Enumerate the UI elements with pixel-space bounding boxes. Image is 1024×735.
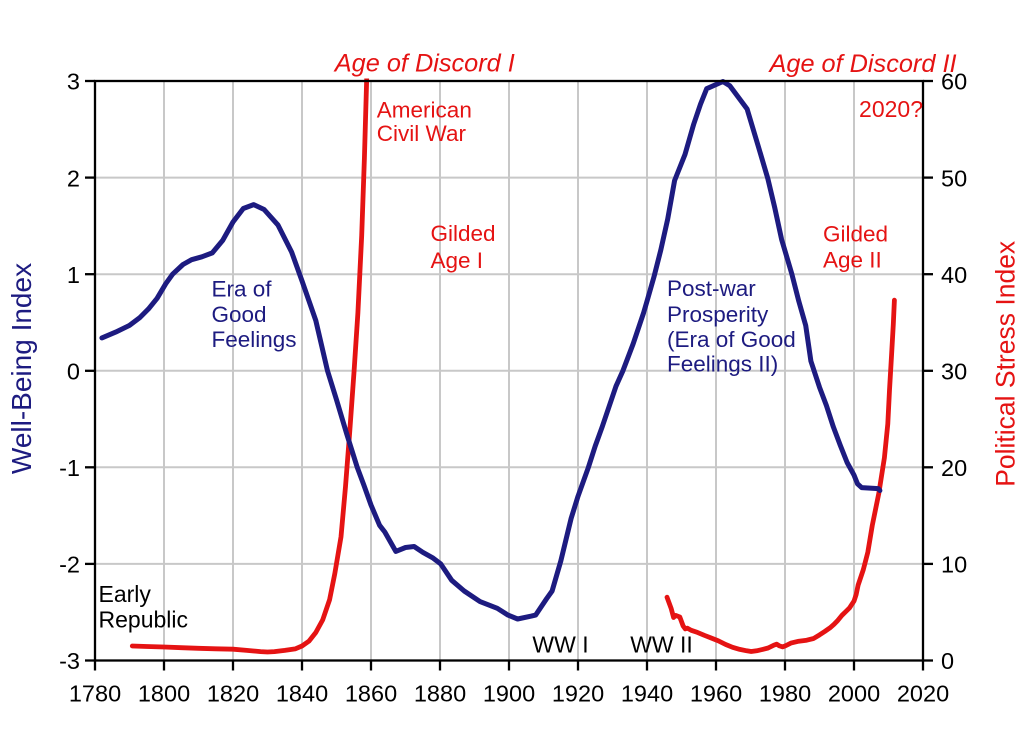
svg-text:Gilded: Gilded (823, 222, 888, 247)
svg-text:2020?: 2020? (859, 96, 923, 122)
svg-text:1840: 1840 (276, 681, 328, 707)
svg-text:1780: 1780 (69, 681, 121, 707)
svg-text:30: 30 (941, 358, 967, 384)
svg-text:Political Stress Index: Political Stress Index (991, 241, 1021, 487)
svg-text:0: 0 (67, 358, 80, 384)
svg-text:40: 40 (941, 262, 967, 288)
svg-text:20: 20 (941, 455, 967, 481)
svg-text:3: 3 (67, 69, 80, 95)
svg-text:Age of Discord I: Age of Discord I (333, 50, 515, 78)
svg-text:Age I: Age I (431, 248, 484, 273)
svg-text:American: American (377, 98, 472, 123)
svg-text:1980: 1980 (759, 681, 811, 707)
svg-text:Prosperity: Prosperity (667, 302, 769, 327)
svg-text:2000: 2000 (828, 681, 880, 707)
svg-text:1920: 1920 (552, 681, 604, 707)
svg-text:Republic: Republic (99, 607, 189, 633)
svg-text:1900: 1900 (483, 681, 535, 707)
svg-text:Age II: Age II (823, 248, 882, 273)
svg-text:1: 1 (67, 262, 80, 288)
svg-text:1960: 1960 (690, 681, 742, 707)
svg-text:Feelings II): Feelings II) (667, 352, 778, 377)
svg-text:1880: 1880 (414, 681, 466, 707)
svg-text:Gilded: Gilded (431, 221, 496, 246)
svg-text:-3: -3 (59, 648, 80, 674)
svg-text:2020: 2020 (897, 681, 949, 707)
svg-text:WW II: WW II (630, 631, 693, 657)
svg-text:Good: Good (212, 302, 267, 327)
svg-text:Well-Being Index: Well-Being Index (6, 263, 37, 474)
svg-text:Era of: Era of (212, 277, 273, 302)
svg-text:Feelings: Feelings (212, 327, 297, 352)
svg-text:Civil War: Civil War (377, 121, 467, 146)
svg-text:0: 0 (941, 648, 954, 674)
svg-text:-2: -2 (59, 552, 80, 578)
svg-text:Age of Discord II: Age of Discord II (768, 50, 957, 78)
svg-text:1820: 1820 (207, 681, 259, 707)
svg-text:1800: 1800 (138, 681, 190, 707)
svg-text:WW I: WW I (532, 631, 588, 657)
svg-text:60: 60 (941, 69, 967, 95)
svg-text:-1: -1 (59, 455, 80, 481)
svg-text:50: 50 (941, 165, 967, 191)
svg-text:10: 10 (941, 552, 967, 578)
svg-text:2: 2 (67, 165, 80, 191)
svg-text:1940: 1940 (621, 681, 673, 707)
svg-text:1860: 1860 (345, 681, 397, 707)
svg-text:Early: Early (99, 581, 152, 607)
svg-text:(Era of Good: (Era of Good (667, 327, 796, 352)
svg-text:Post-war: Post-war (667, 276, 756, 301)
